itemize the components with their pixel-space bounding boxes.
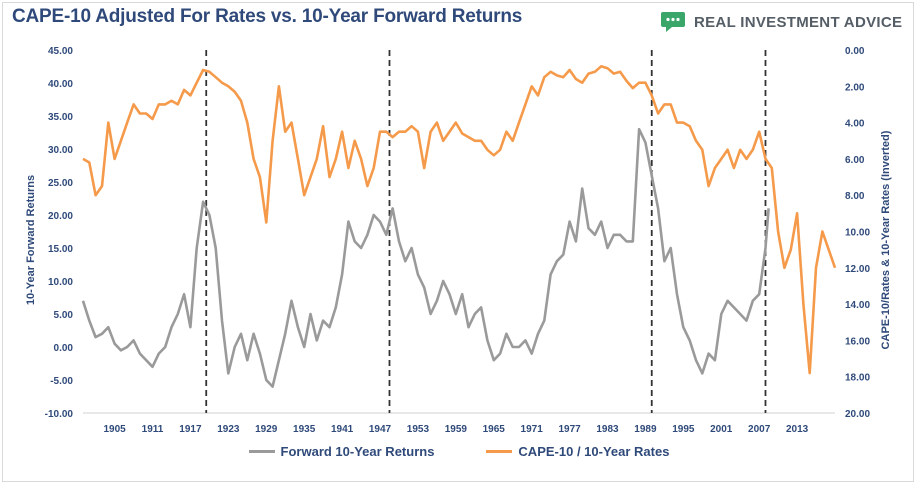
left-axis-title: 10-Year Forward Returns xyxy=(25,175,37,305)
left-tick-label: 15.00 xyxy=(48,244,73,255)
legend-swatch-orange xyxy=(486,450,513,453)
x-tick-label: 2001 xyxy=(710,424,733,435)
right-axis-title: CAPE-10/Rates & 10-Year Rates (Inverted) xyxy=(880,130,892,349)
right-tick-label: 20.00 xyxy=(845,409,870,420)
legend-item-cape-rates: CAPE-10 / 10-Year Rates xyxy=(486,444,669,459)
right-tick-label: 0.00 xyxy=(845,46,865,57)
left-tick-label: 25.00 xyxy=(48,178,73,189)
brand: REAL INVESTMENT ADVICE xyxy=(660,9,902,35)
right-tick-label: 14.00 xyxy=(845,300,870,311)
x-tick-label: 1935 xyxy=(293,424,316,435)
x-tick-label: 1947 xyxy=(369,424,392,435)
legend-item-forward-returns: Forward 10-Year Returns xyxy=(248,444,435,459)
left-tick-label: 20.00 xyxy=(48,211,73,222)
x-tick-label: 1971 xyxy=(521,424,544,435)
left-tick-label: 40.00 xyxy=(48,79,73,90)
x-tick-label: 1923 xyxy=(217,424,240,435)
series-line xyxy=(81,127,770,388)
right-tick-label: 12.00 xyxy=(845,264,870,275)
legend-swatch-gray xyxy=(248,450,275,453)
left-tick-label: 0.00 xyxy=(54,343,74,354)
left-tick-label: 45.00 xyxy=(48,46,73,57)
left-tick-label: 10.00 xyxy=(48,277,73,288)
x-tick-label: 1917 xyxy=(179,424,202,435)
series-line xyxy=(82,65,837,375)
x-tick-label: 1929 xyxy=(255,424,278,435)
x-tick-label: 2013 xyxy=(786,424,809,435)
right-tick-label: 18.00 xyxy=(845,373,870,384)
right-tick-label: 16.00 xyxy=(845,336,870,347)
right-tick-label: 4.00 xyxy=(845,119,865,130)
series-layer xyxy=(81,65,837,388)
x-ticks: 1905 1911 1917 1923 1929 1935 1941 1947 1953 1959… xyxy=(103,424,808,435)
x-tick-label: 1959 xyxy=(445,424,468,435)
left-tick-label: 30.00 xyxy=(48,145,73,156)
left-y-ticks: 45.00 40.00 35.00 30.00 25.00 20.00 15.00 10.00… xyxy=(45,46,74,420)
right-tick-label: 10.00 xyxy=(845,228,870,239)
x-tick-label: 1983 xyxy=(596,424,619,435)
right-tick-label: 2.00 xyxy=(845,82,865,93)
left-tick-label: 35.00 xyxy=(48,112,73,123)
x-tick-label: 1905 xyxy=(103,424,126,435)
left-tick-label: -5.00 xyxy=(50,376,73,387)
x-tick-label: 1953 xyxy=(407,424,430,435)
x-tick-label: 1965 xyxy=(483,424,506,435)
chart-title: CAPE-10 Adjusted For Rates vs. 10-Year F… xyxy=(12,6,523,27)
x-tick-label: 1989 xyxy=(634,424,657,435)
legend-label: CAPE-10 / 10-Year Rates xyxy=(518,444,670,459)
brand-name: REAL INVESTMENT ADVICE xyxy=(694,13,903,31)
x-tick-label: 1941 xyxy=(331,424,354,435)
x-tick-label: 1911 xyxy=(142,424,164,435)
x-tick-label: 2007 xyxy=(748,424,771,435)
legend: Forward 10-Year Returns CAPE-10 / 10-Yea… xyxy=(0,444,918,459)
dashed-markers xyxy=(205,50,767,413)
left-tick-label: 5.00 xyxy=(54,310,74,321)
right-tick-label: 6.00 xyxy=(845,155,865,166)
left-tick-label: -10.00 xyxy=(45,409,74,420)
x-tick-label: 1995 xyxy=(672,424,695,435)
legend-label: Forward 10-Year Returns xyxy=(280,444,435,459)
chart-svg: 45.00 40.00 35.00 30.00 25.00 20.00 15.00 10.00… xyxy=(25,46,892,435)
chart-bubble-icon xyxy=(661,12,685,32)
x-tick-label: 1977 xyxy=(558,424,581,435)
right-y-ticks: 0.00 2.00 4.00 6.00 8.00 10.00 12.00 14.00 16.00… xyxy=(845,46,870,420)
right-tick-label: 8.00 xyxy=(845,191,865,202)
